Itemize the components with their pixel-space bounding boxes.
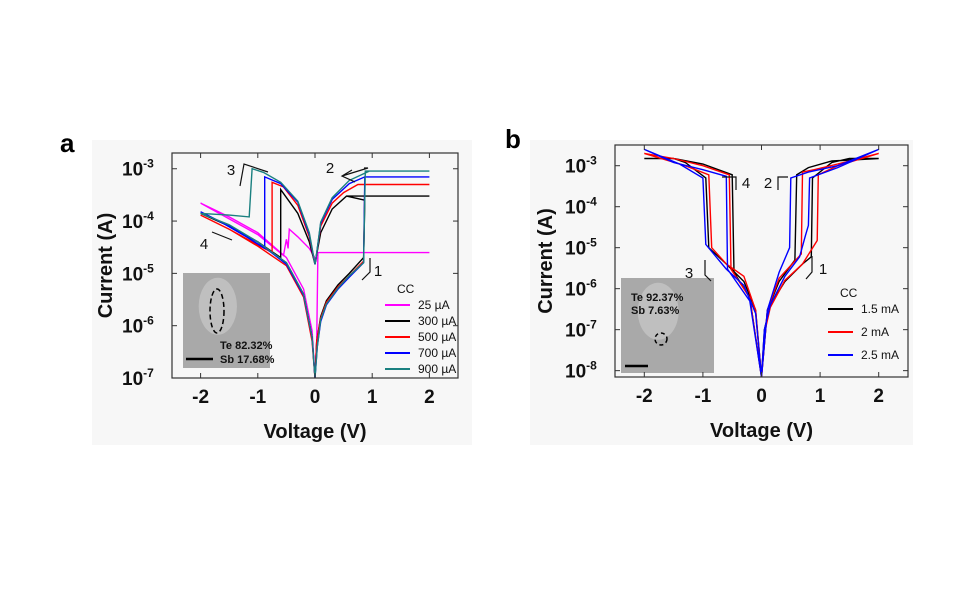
x-tick-label: -1 xyxy=(694,386,711,407)
y-tick-label: 10-8 xyxy=(565,359,597,383)
inset-text: Sb 7.63% xyxy=(631,305,680,317)
y-tick-exponent: -5 xyxy=(586,236,597,250)
y-tick-base: 10 xyxy=(122,264,143,285)
y-tick-exponent: -3 xyxy=(143,157,154,171)
inset-text: Sb 17.68% xyxy=(220,354,275,366)
legend-label: 500 µA xyxy=(418,330,456,344)
step-annotation: 1 xyxy=(819,261,827,278)
inset-text: Te 82.32% xyxy=(220,340,273,352)
y-tick-label: 10-4 xyxy=(122,209,154,233)
step-annotation: 2 xyxy=(764,175,772,192)
inset-dashed-ellipse xyxy=(209,288,225,334)
x-tick-label: 1 xyxy=(815,386,826,407)
y-tick-base: 10 xyxy=(122,317,143,338)
panel-label-a: a xyxy=(60,128,75,158)
panel-label-b: b xyxy=(505,124,521,154)
arrow-icon xyxy=(805,256,813,280)
arrow-icon xyxy=(239,163,269,187)
inset-micrograph: Te 82.32% Sb 17.68% xyxy=(183,273,275,368)
y-tick-exponent: -6 xyxy=(143,314,154,328)
y-tick-base: 10 xyxy=(122,212,143,233)
legend-label: 900 µA xyxy=(418,362,456,376)
step-annotation: 2 xyxy=(326,160,334,177)
inset-micrograph: Te 92.37%Sb 7.63% xyxy=(621,278,714,373)
y-tick-label: 10-3 xyxy=(122,157,154,181)
arrow-icon xyxy=(211,231,233,241)
y-tick-base: 10 xyxy=(565,157,586,178)
y-tick-base: 10 xyxy=(565,280,586,301)
x-axis-title: Voltage (V) xyxy=(710,420,813,442)
y-tick-exponent: -7 xyxy=(586,318,597,332)
step-annotation: 3 xyxy=(685,265,693,282)
inset-bright-region xyxy=(637,282,679,340)
legend-title: CC xyxy=(397,282,415,296)
legend-label: 25 µA xyxy=(418,298,450,312)
y-tick-exponent: -8 xyxy=(586,359,597,373)
legend-label: 300 µA xyxy=(418,314,456,328)
x-tick-label: 0 xyxy=(310,387,321,408)
inset-text: Te 92.37% xyxy=(631,292,684,304)
y-tick-label: 10-6 xyxy=(122,314,154,338)
y-tick-exponent: -3 xyxy=(586,154,597,168)
y-tick-exponent: -4 xyxy=(143,209,154,223)
y-tick-label: 10-4 xyxy=(565,195,597,219)
y-tick-base: 10 xyxy=(565,198,586,219)
y-tick-exponent: -7 xyxy=(143,366,154,380)
step-annotation: 4 xyxy=(742,175,750,192)
legend-label: 2 mA xyxy=(861,325,889,339)
legend-label: 1.5 mA xyxy=(861,302,899,316)
y-tick-label: 10-5 xyxy=(565,236,597,260)
chart-panel-b: Te 92.37%Sb 7.63%-2 -1 0 1 210-810-710-610-5… xyxy=(535,144,909,442)
x-axis-title: Voltage (V) xyxy=(264,421,367,443)
y-tick-base: 10 xyxy=(565,321,586,342)
x-tick-label: 2 xyxy=(873,386,884,407)
arrow-icon xyxy=(777,176,788,190)
y-tick-label: 10-6 xyxy=(565,277,597,301)
y-tick-exponent: -6 xyxy=(586,277,597,291)
legend: CC1.5 mA 2 mA 2.5 mA xyxy=(828,286,899,362)
y-tick-base: 10 xyxy=(122,160,143,181)
y-tick-label: 10-7 xyxy=(122,366,154,390)
y-tick-base: 10 xyxy=(122,369,143,390)
inset-bright-region xyxy=(198,277,237,335)
x-tick-label: -2 xyxy=(192,387,209,408)
y-tick-base: 10 xyxy=(565,362,586,383)
inset-dashed-circle xyxy=(654,332,668,346)
panel-b-background xyxy=(530,140,913,445)
y-tick-exponent: -5 xyxy=(143,261,154,275)
y-axis-title: Current (A) xyxy=(95,213,117,319)
arrow-icon xyxy=(361,258,371,281)
y-tick-base: 10 xyxy=(565,239,586,260)
y-axis-title: Current (A) xyxy=(535,208,557,314)
y-tick-label: 10-3 xyxy=(565,154,597,178)
series-line-2 xyxy=(644,148,879,378)
series-line-0 xyxy=(200,202,430,379)
legend-label: 2.5 mA xyxy=(861,348,899,362)
arrow-icon xyxy=(722,176,737,190)
series-line-4 xyxy=(200,167,430,379)
legend-label: 700 µA xyxy=(418,346,456,360)
arrow-icon xyxy=(340,167,369,183)
x-tick-label: -2 xyxy=(636,386,653,407)
chart-panel-a: Te 82.32%Sb 17.68%-2 -1 0 1 210-710-610-510-… xyxy=(95,152,459,443)
legend-title: CC xyxy=(840,286,858,300)
x-tick-label: 2 xyxy=(424,387,435,408)
y-tick-exponent: -4 xyxy=(586,195,597,209)
arrow-icon xyxy=(704,260,712,282)
step-annotation: 3 xyxy=(227,162,235,179)
x-tick-label: -1 xyxy=(249,387,266,408)
x-tick-label: 0 xyxy=(756,386,767,407)
step-annotation: 1 xyxy=(374,263,382,280)
y-tick-label: 10-7 xyxy=(565,318,597,342)
x-tick-label: 1 xyxy=(367,387,378,408)
step-annotation: 4 xyxy=(200,236,208,253)
y-tick-label: 10-5 xyxy=(122,261,154,285)
